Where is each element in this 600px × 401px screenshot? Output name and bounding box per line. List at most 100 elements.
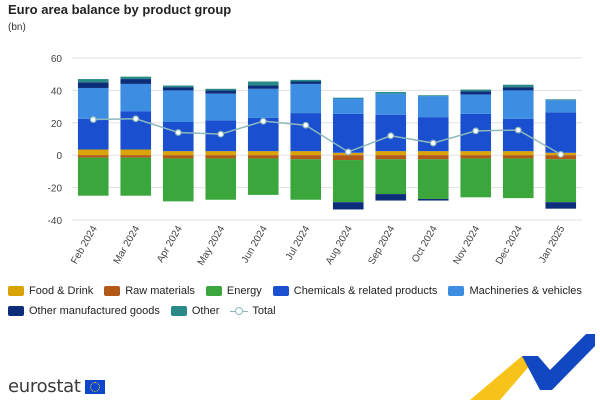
legend-label: Chemicals & related products bbox=[293, 285, 438, 297]
legend-item-machineries[interactable]: Machineries & vehicles bbox=[448, 285, 582, 297]
bar-segment-other bbox=[162, 85, 194, 88]
y-tick-label: 0 bbox=[56, 151, 62, 162]
bar-segment-raw-materials bbox=[460, 155, 492, 159]
legend-label: Food & Drink bbox=[29, 285, 94, 297]
bar-segment-raw-materials bbox=[417, 155, 449, 160]
legend-swatch bbox=[205, 286, 222, 296]
bar-segment-chemicals bbox=[545, 112, 577, 153]
legend-item-energy[interactable]: Energy bbox=[205, 285, 262, 297]
total-line bbox=[93, 117, 562, 156]
legend-label: Raw materials bbox=[125, 285, 195, 297]
bar-segment-food-drink bbox=[375, 151, 407, 156]
bar-segment-energy bbox=[417, 159, 449, 199]
legend-item-total[interactable]: Total bbox=[230, 305, 276, 317]
bar-segment-machineries bbox=[417, 96, 449, 118]
bar-segment-food-drink bbox=[77, 149, 109, 156]
legend-item-chemicals[interactable]: Chemicals & related products bbox=[272, 285, 438, 297]
unit-label: (bn) bbox=[8, 22, 26, 33]
bar-segment-other-manufactured bbox=[502, 87, 534, 91]
bar-segment-energy bbox=[247, 158, 279, 195]
decorative-chevron-icon bbox=[470, 334, 595, 400]
total-point bbox=[344, 148, 352, 156]
bar-segment-other bbox=[77, 79, 109, 83]
x-tick-label: Jan 2025 bbox=[537, 224, 567, 266]
legend-item-other[interactable]: Other bbox=[170, 305, 220, 317]
chart-area: -40 -20 0 20 40 60 Feb 2024 Mar 2024 Apr 2024 May… bbox=[48, 54, 582, 268]
bar-segment-other-manufactured bbox=[247, 85, 279, 89]
bar-segment-food-drink bbox=[460, 151, 492, 156]
x-tick-label: Feb 2024 bbox=[69, 224, 100, 266]
bar-segment-energy bbox=[77, 157, 109, 196]
bar-segment-food-drink bbox=[417, 151, 449, 156]
x-tick-label: Sep 2024 bbox=[366, 224, 397, 267]
bar-segment-food-drink bbox=[120, 149, 152, 156]
total-point bbox=[174, 129, 182, 136]
bar-segment-raw-materials bbox=[205, 155, 237, 159]
bar-segment-energy bbox=[332, 160, 364, 203]
bar-segment-food-drink bbox=[162, 151, 194, 156]
legend-label: Energy bbox=[226, 285, 262, 297]
bar-segment-other-manufactured bbox=[545, 202, 577, 209]
bar-segment-other-manufactured bbox=[417, 198, 449, 201]
total-point bbox=[89, 116, 97, 123]
bar-segment-other bbox=[247, 81, 279, 86]
bar-segment-food-drink bbox=[247, 151, 279, 156]
legend-item-food-drink[interactable]: Food & Drink bbox=[8, 285, 93, 297]
legend-item-other-manufactured[interactable]: Other manufactured goods bbox=[8, 305, 160, 317]
eurostat-logo: eurostat bbox=[8, 376, 105, 397]
bar-segment-other-manufactured bbox=[290, 81, 322, 84]
bar-segment-other-manufactured bbox=[205, 90, 237, 94]
bar-segment-energy bbox=[502, 158, 534, 199]
x-tick-label: Apr 2024 bbox=[155, 224, 185, 265]
bar-segment-raw-materials bbox=[247, 155, 279, 159]
brand-text: eurostat bbox=[8, 376, 81, 397]
bar-segment-energy bbox=[375, 159, 407, 195]
total-point bbox=[132, 115, 140, 123]
blue-chevron-shape bbox=[522, 334, 595, 390]
x-tick-label: Oct 2024 bbox=[410, 224, 440, 265]
bar-segment-raw-materials bbox=[332, 155, 364, 161]
bar-segment-raw-materials bbox=[290, 155, 322, 160]
legend-label: Total bbox=[252, 305, 276, 317]
bar-segment-machineries bbox=[120, 83, 152, 112]
bar-segment-food-drink bbox=[205, 151, 237, 156]
bar-segment-raw-materials bbox=[120, 155, 152, 158]
bar-segment-machineries bbox=[162, 90, 194, 122]
total-point bbox=[429, 139, 437, 147]
bar-segment-other bbox=[545, 99, 577, 101]
x-tick-label: Nov 2024 bbox=[451, 224, 482, 267]
y-tick-label: 60 bbox=[51, 54, 63, 65]
bar-segment-machineries bbox=[205, 93, 237, 121]
bar-segment-other-manufactured bbox=[120, 79, 152, 84]
legend-swatch bbox=[8, 306, 24, 316]
eu-flag-icon bbox=[84, 379, 105, 394]
bar-segment-other-manufactured bbox=[375, 194, 407, 201]
bar-segment-chemicals bbox=[77, 118, 109, 150]
bar-segment-machineries bbox=[332, 98, 364, 114]
bar-segment-machineries bbox=[502, 90, 534, 119]
legend-swatch bbox=[8, 286, 24, 296]
bar-segment-chemicals bbox=[502, 118, 534, 152]
bar-segment-machineries bbox=[460, 94, 492, 114]
bar-segment-energy bbox=[460, 158, 492, 198]
legend-swatch bbox=[448, 286, 465, 296]
bar-segment-other bbox=[502, 84, 534, 88]
x-tick-label: Jun 2024 bbox=[240, 224, 270, 266]
bar-segment-energy bbox=[120, 157, 152, 196]
total-line-icon bbox=[230, 306, 249, 316]
total-point bbox=[302, 121, 310, 129]
x-tick-label: Mar 2024 bbox=[112, 224, 143, 266]
bar-segment-other bbox=[417, 95, 449, 97]
bar-segment-food-drink bbox=[502, 151, 534, 156]
total-point bbox=[557, 150, 565, 158]
total-point bbox=[387, 132, 395, 140]
legend-label: Other bbox=[191, 305, 220, 317]
legend-item-raw-materials[interactable]: Raw materials bbox=[104, 285, 195, 297]
total-point bbox=[472, 127, 480, 135]
x-tick-label: Dec 2024 bbox=[494, 224, 525, 267]
bar-segment-food-drink bbox=[290, 151, 322, 156]
yellow-chevron-shape bbox=[470, 356, 538, 400]
bar-segment-energy bbox=[205, 158, 237, 200]
legend-row-1: Food & Drink Raw materials Energy Chemic… bbox=[8, 281, 598, 301]
total-point bbox=[217, 130, 225, 138]
